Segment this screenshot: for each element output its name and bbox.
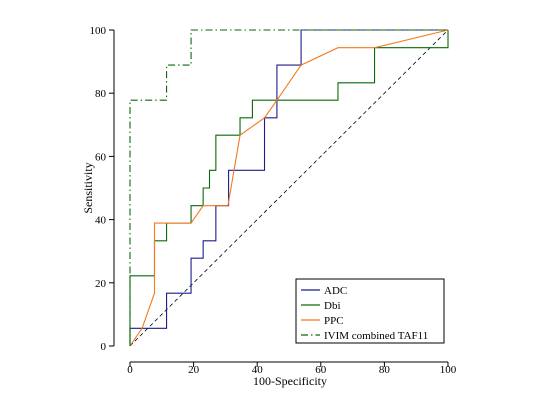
legend-label: IVIM combined TAF11	[324, 330, 428, 342]
y-tick-label: 60	[95, 151, 107, 163]
legend-label: Dbi	[324, 300, 341, 312]
legend-box	[295, 278, 445, 344]
reference-diagonal-line	[129, 29, 449, 347]
plot-area	[129, 29, 449, 347]
legend-label: ADC	[324, 285, 347, 297]
series-line-ivim-combined-taf11	[129, 29, 448, 346]
y-tick-label: 80	[95, 88, 107, 100]
legend-label: PPC	[324, 315, 344, 327]
y-tick-label: 20	[95, 278, 107, 290]
x-tick-label: 80	[379, 364, 391, 376]
x-tick-label: 60	[315, 364, 327, 376]
y-axis: 0 20 40 60 80 100	[90, 25, 115, 353]
x-tick-label: 40	[252, 364, 264, 376]
y-tick-label: 100	[90, 25, 107, 37]
x-axis-title: 100-Specificity	[253, 374, 327, 388]
series-line-adc	[129, 29, 448, 346]
x-tick-label: 100	[440, 364, 457, 376]
series-line-ppc	[129, 29, 449, 347]
y-axis-title: Sensitivity	[81, 162, 95, 213]
x-tick-label: 0	[127, 364, 133, 376]
y-tick-label: 40	[95, 215, 107, 227]
legend: ADC Dbi PPC IVIM combined TAF11	[295, 278, 445, 344]
y-tick-label: 0	[101, 341, 107, 353]
x-tick-label: 20	[188, 364, 200, 376]
series-line-dbi	[129, 30, 449, 346]
x-axis: 0 20 40 60 80 100	[127, 361, 457, 376]
